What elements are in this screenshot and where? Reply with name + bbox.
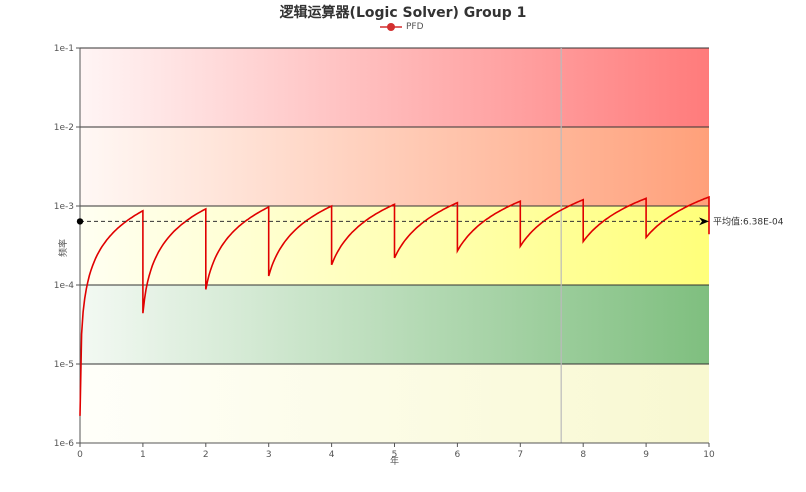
axes: 1e-6 1e-5 1e-4 1e-3 1e-2 1e-1 0 1 2 3 4 5 6 7 8 9 10 年 频率 <box>54 44 715 467</box>
legend-label: PFD <box>406 22 424 32</box>
x-tick-label: 5 <box>392 450 398 460</box>
y-tick-label: 1e-4 <box>54 281 75 291</box>
band-red <box>80 48 709 127</box>
chart-title: 逻辑运算器(Logic Solver) Group 1 <box>279 5 527 21</box>
arrow-right-icon <box>699 217 709 226</box>
average-start-dot <box>76 218 84 225</box>
average-label: 平均值:6.38E-04 <box>713 215 784 227</box>
x-tick-label: 3 <box>266 450 272 460</box>
x-tick-label: 10 <box>703 450 715 460</box>
legend-marker-icon <box>380 23 402 31</box>
band-orange <box>80 127 709 206</box>
y-tick-label: 1e-3 <box>54 202 74 212</box>
x-tick-label: 4 <box>329 450 335 460</box>
x-tick-label: 7 <box>517 450 523 460</box>
legend-item-pfd[interactable]: PFD <box>380 22 424 32</box>
band-green <box>80 285 709 364</box>
y-tick-label: 1e-1 <box>54 44 74 54</box>
annotations: 平均值:6.38E-04 <box>76 215 784 227</box>
x-tick-label: 0 <box>77 450 83 460</box>
x-tick-label: 8 <box>580 450 586 460</box>
band-pale-yellow <box>80 364 709 443</box>
x-tick-label: 9 <box>643 450 649 460</box>
x-tick-label: 2 <box>203 450 209 460</box>
x-tick-label: 6 <box>455 450 461 460</box>
y-tick-label: 1e-2 <box>54 123 74 133</box>
risk-bands <box>80 48 709 443</box>
x-tick-label: 1 <box>140 450 146 460</box>
y-axis-label: 频率 <box>57 239 69 257</box>
y-tick-label: 1e-6 <box>54 439 75 449</box>
y-tick-label: 1e-5 <box>54 360 74 370</box>
x-axis-label: 年 <box>390 455 399 467</box>
